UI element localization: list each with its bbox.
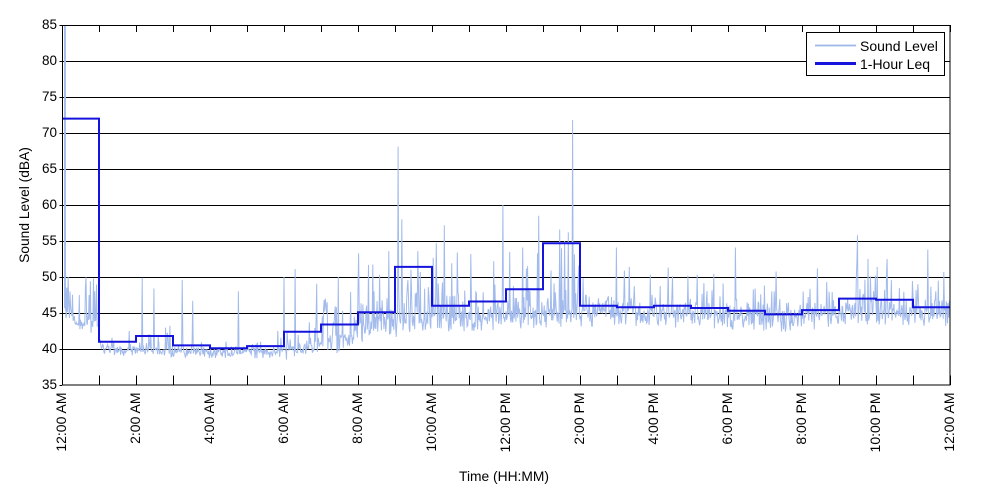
svg-text:40: 40 (42, 341, 57, 356)
svg-text:4:00 PM: 4:00 PM (645, 393, 661, 445)
svg-text:85: 85 (42, 17, 57, 32)
svg-text:55: 55 (42, 233, 57, 248)
svg-text:4:00 AM: 4:00 AM (201, 393, 217, 444)
svg-text:1-Hour Leq: 1-Hour Leq (860, 56, 930, 72)
svg-text:6:00 AM: 6:00 AM (275, 393, 291, 444)
svg-text:6:00 PM: 6:00 PM (719, 393, 735, 445)
svg-text:Sound Level: Sound Level (860, 38, 938, 54)
svg-text:60: 60 (42, 197, 57, 212)
svg-text:75: 75 (42, 89, 57, 104)
svg-text:45: 45 (42, 305, 57, 320)
svg-text:8:00 PM: 8:00 PM (793, 393, 809, 445)
svg-text:10:00 AM: 10:00 AM (423, 393, 439, 452)
svg-text:50: 50 (42, 269, 57, 284)
svg-text:80: 80 (42, 53, 57, 68)
svg-text:12:00 PM: 12:00 PM (497, 393, 513, 453)
svg-text:12:00 AM: 12:00 AM (53, 393, 69, 452)
svg-text:12:00 AM: 12:00 AM (941, 393, 957, 452)
svg-text:65: 65 (42, 161, 57, 176)
svg-text:10:00 PM: 10:00 PM (867, 393, 883, 453)
svg-text:Sound Level (dBA): Sound Level (dBA) (17, 147, 32, 263)
svg-text:2:00 PM: 2:00 PM (571, 393, 587, 445)
svg-text:8:00 AM: 8:00 AM (349, 393, 365, 444)
svg-text:35: 35 (42, 377, 57, 392)
svg-text:2:00 AM: 2:00 AM (127, 393, 143, 444)
svg-text:70: 70 (42, 125, 57, 140)
svg-text:Time (HH:MM): Time (HH:MM) (459, 469, 549, 484)
